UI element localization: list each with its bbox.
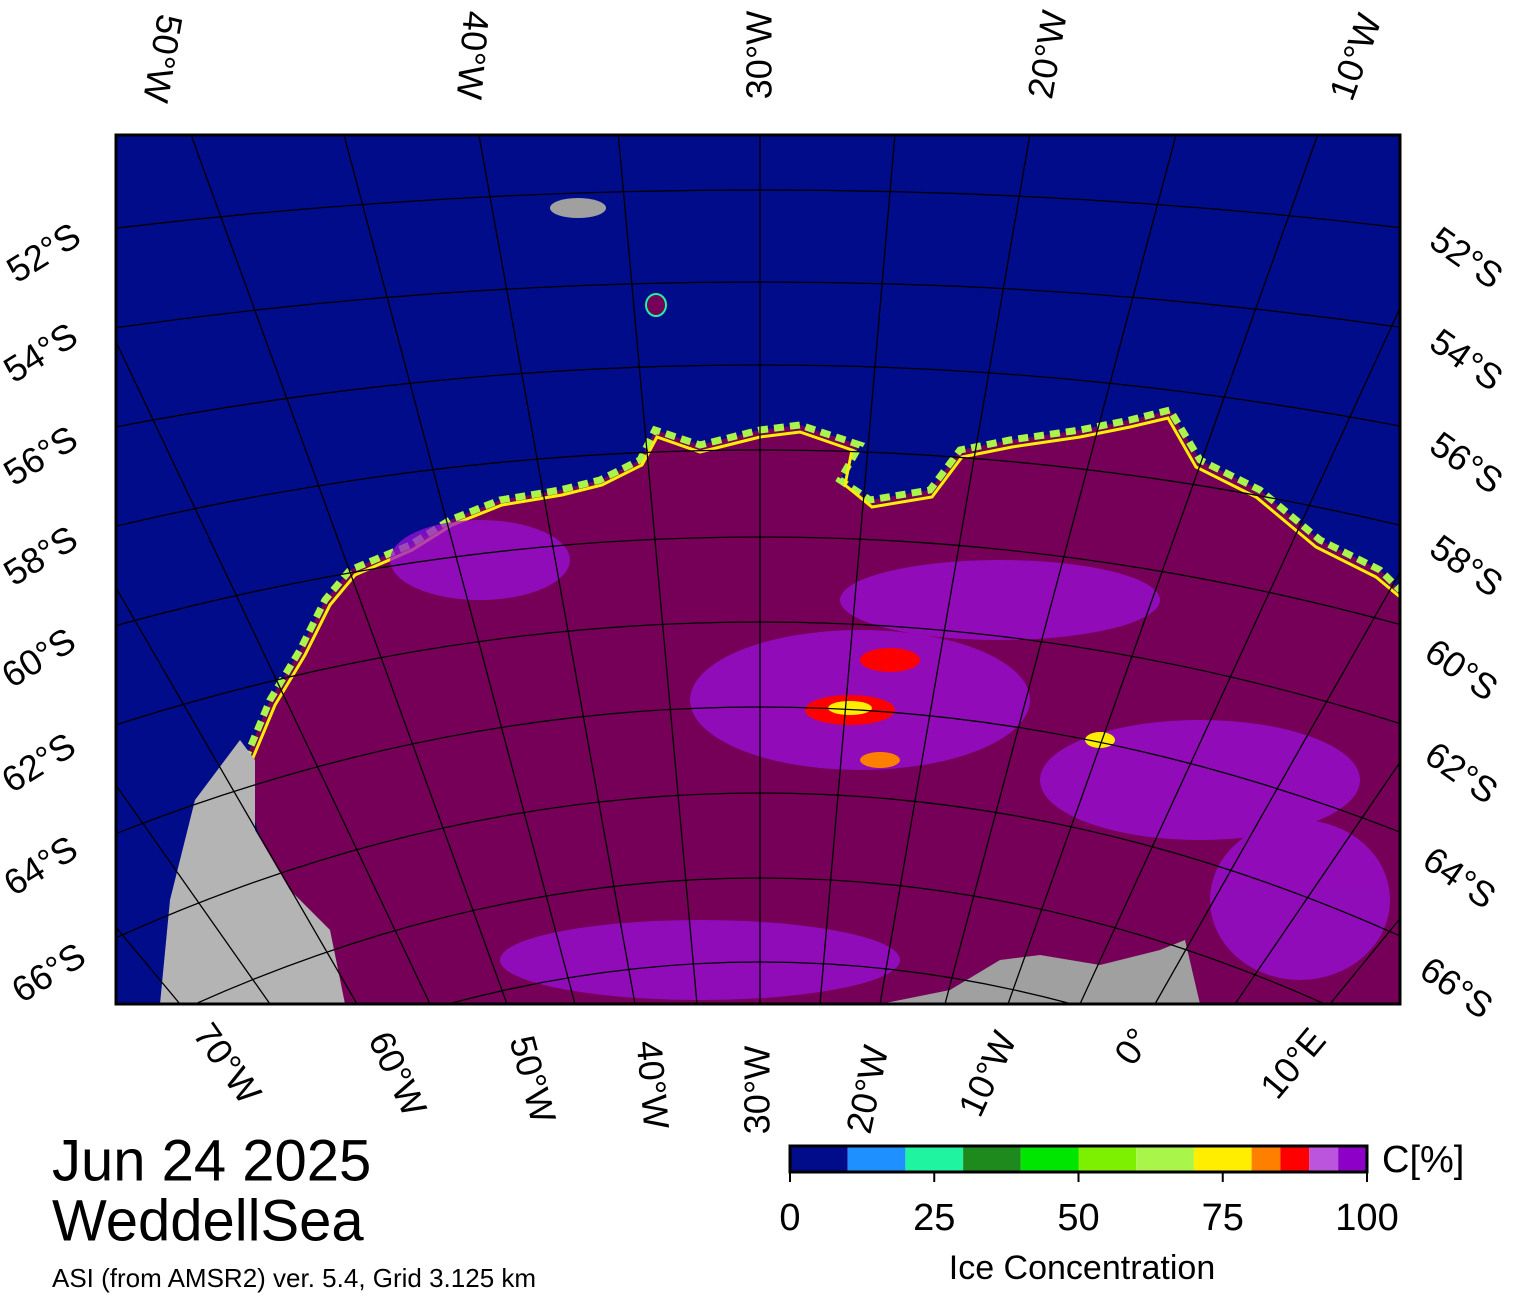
- coordinate-label: 10°W: [950, 1025, 1025, 1122]
- coordinate-label: 64°S: [0, 827, 85, 903]
- coordinate-label: 64°S: [1416, 838, 1504, 917]
- region: WeddellSea: [52, 1188, 364, 1253]
- ice-edge: [241, 405, 1400, 762]
- colorbar-segment: [1020, 1146, 1079, 1172]
- colorbar-segment: [1338, 1146, 1367, 1172]
- island: [550, 198, 606, 218]
- coordinate-label: 56°S: [1423, 423, 1511, 502]
- coordinate-label: 60°W: [360, 1025, 435, 1122]
- coordinate-label: 10°E: [1252, 1020, 1334, 1106]
- colorbar-tick-label: 25: [913, 1197, 955, 1239]
- colorbar-segment: [905, 1146, 964, 1172]
- land-antarctica: [880, 940, 1200, 1004]
- map-area: [116, 135, 1400, 1004]
- meridian: [343, 135, 576, 1004]
- meridian: [879, 135, 1031, 1004]
- coordinate-label: 50°W: [502, 1031, 564, 1127]
- coordinate-label: 54°S: [1423, 320, 1511, 399]
- meridian: [116, 586, 358, 1004]
- coordinate-label: 50°W: [135, 11, 191, 105]
- coordinate-label: 60°S: [0, 619, 83, 695]
- meridian: [1007, 135, 1319, 1004]
- coordinate-label: 20°W: [1019, 7, 1075, 101]
- coordinate-label: 54°S: [0, 314, 85, 390]
- colorbar-segment: [1078, 1146, 1137, 1172]
- colorbar-title: Ice Concentration: [949, 1249, 1216, 1287]
- colorbar-segment: [1136, 1146, 1194, 1172]
- colorbar-segment: [790, 1146, 848, 1172]
- coordinate-label: 62°S: [0, 724, 83, 800]
- coordinate-label: 58°S: [0, 517, 85, 593]
- meridian: [1154, 570, 1400, 1004]
- coordinate-label: 62°S: [1418, 733, 1506, 812]
- meridian: [116, 784, 271, 1004]
- colorbar-segment: [1193, 1146, 1252, 1172]
- map-frame: [114, 133, 1402, 1006]
- coordinate-label: 58°S: [1423, 526, 1511, 605]
- coordinate-label: 10°W: [1321, 8, 1390, 105]
- meridian: [116, 340, 431, 1004]
- meridian: [617, 135, 698, 1004]
- colorbar-tick-label: 75: [1202, 1197, 1244, 1239]
- coordinate-label: 66°S: [4, 934, 92, 1010]
- coordinate-label: 0°: [1106, 1020, 1159, 1072]
- colorbar-segment: [1280, 1146, 1310, 1172]
- coordinate-label: 60°S: [1418, 630, 1506, 709]
- date: Jun 24 2025: [52, 1128, 371, 1193]
- colorbar-tick-label: 50: [1057, 1197, 1099, 1239]
- colorbar-segment: [847, 1146, 906, 1172]
- meridian: [1234, 761, 1400, 1004]
- colorbar-segment: [963, 1146, 1021, 1172]
- coordinate-label: 52°S: [0, 214, 88, 290]
- meridian: [944, 135, 1177, 1004]
- colorbar-segment: [1251, 1146, 1281, 1172]
- coordinate-label: 70°W: [185, 1015, 269, 1111]
- coordinate-label: 30°W: [739, 11, 780, 99]
- meridian: [190, 135, 508, 1004]
- coordinate-label: 30°W: [737, 1046, 778, 1134]
- source: ASI (from AMSR2) ver. 5.4, Grid 3.125 km: [52, 1263, 536, 1293]
- coordinate-label: 52°S: [1423, 218, 1511, 297]
- land-peninsula: [160, 740, 345, 1004]
- colorbar-unit: C[%]: [1382, 1139, 1464, 1181]
- meridian: [819, 135, 896, 1004]
- meridian: [478, 135, 636, 1004]
- coordinate-label: 40°W: [629, 1039, 678, 1131]
- island: [645, 293, 667, 317]
- coordinate-label: 56°S: [0, 417, 85, 493]
- colorbar-tick-label: 100: [1335, 1197, 1398, 1239]
- meridian: [1079, 306, 1400, 1004]
- coordinate-label: 66°S: [1413, 948, 1501, 1027]
- coordinate-label: 20°W: [838, 1042, 896, 1137]
- colorbar-segment: [1309, 1146, 1339, 1172]
- graticule: [116, 135, 1400, 1004]
- colorbar-tick-label: 0: [779, 1197, 800, 1239]
- coordinate-label: 40°W: [449, 9, 498, 101]
